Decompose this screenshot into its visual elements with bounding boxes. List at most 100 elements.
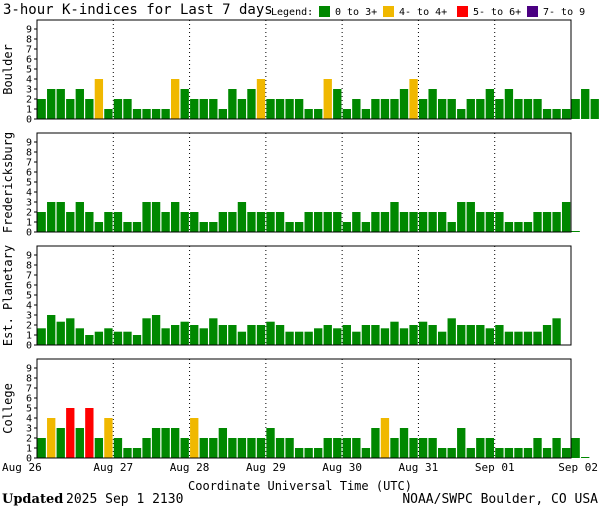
k-index-bar (123, 222, 132, 232)
k-index-bar (132, 222, 142, 232)
k-index-bar (590, 99, 599, 119)
k-index-bar (294, 222, 304, 232)
k-index-bar (542, 109, 552, 119)
k-index-bar (151, 428, 161, 458)
k-index-bar (104, 212, 113, 232)
x-tick-label: Aug 29 (246, 461, 286, 474)
k-index-bar (285, 222, 294, 232)
k-index-bar (361, 109, 371, 119)
k-index-bar (37, 99, 46, 119)
k-index-bar (371, 428, 380, 458)
k-index-bar (56, 89, 65, 119)
k-index-bar (285, 438, 294, 458)
k-index-bar (85, 99, 94, 119)
k-index-bar (438, 331, 447, 345)
k-index-bar (342, 325, 351, 345)
k-index-bar (504, 89, 514, 119)
k-index-bar (237, 99, 247, 119)
x-tick-label: Aug 26 (2, 461, 42, 474)
k-index-bar (256, 438, 266, 458)
k-index-bar (533, 438, 542, 458)
k-index-bar (123, 331, 132, 345)
y-tick-label: 5 (26, 404, 32, 415)
k-index-bar (237, 202, 247, 232)
y-tick-label: 5 (26, 178, 32, 189)
k-index-bar (304, 212, 313, 232)
y-tick-label: 6 (26, 168, 32, 179)
y-tick-label: 2 (26, 95, 32, 106)
k-index-bar (342, 438, 351, 458)
k-index-bar (523, 222, 533, 232)
k-index-bar (228, 212, 237, 232)
k-index-bar (380, 99, 390, 119)
k-index-bar (190, 418, 199, 458)
k-index-bar (104, 109, 113, 119)
k-index-bar (228, 438, 237, 458)
y-tick-label: 6 (26, 281, 32, 292)
k-index-bar (552, 109, 561, 119)
y-tick-label: 1 (26, 331, 32, 342)
k-index-bar (104, 328, 113, 345)
k-index-bar (504, 222, 514, 232)
k-index-bar (561, 202, 571, 232)
k-index-bar (466, 99, 475, 119)
y-tick-label: 9 (26, 138, 32, 149)
k-index-bar (151, 202, 161, 232)
k-index-bar (390, 321, 399, 345)
k-index-bar (132, 109, 142, 119)
k-index-bar (304, 331, 313, 345)
k-index-bar (113, 438, 123, 458)
k-index-bar (361, 325, 371, 345)
k-index-bar (228, 89, 237, 119)
k-index-bar (523, 99, 533, 119)
k-index-bar (514, 448, 523, 458)
footer-updated-label: Updated (2, 492, 63, 507)
k-index-bar (342, 222, 351, 232)
legend-entry: 0 to 3+ (335, 7, 377, 18)
k-index-bar (352, 99, 361, 119)
y-tick-label: 9 (26, 25, 32, 36)
k-index-bar (571, 438, 580, 458)
y-tick-label: 4 (26, 188, 32, 199)
k-index-bar (390, 202, 399, 232)
k-index-bar (228, 325, 237, 345)
k-index-bar (342, 109, 351, 119)
y-tick-label: 0 (26, 454, 32, 465)
k-index-bar (533, 212, 542, 232)
k-index-bar (476, 325, 485, 345)
k-index-bar (123, 99, 132, 119)
panels: 0123456789Boulder0123456789Fredericksbur… (1, 19, 599, 465)
y-tick-label: 0 (26, 115, 32, 126)
y-tick-label: 2 (26, 434, 32, 445)
k-index-bar (571, 99, 580, 119)
k-index-bar (523, 331, 533, 345)
k-index-bar (256, 79, 266, 119)
k-index-bar (314, 212, 323, 232)
k-index-bar (380, 328, 390, 345)
y-tick-label: 7 (26, 271, 32, 282)
k-index-bar (199, 99, 208, 119)
y-tick-label: 3 (26, 311, 32, 322)
k-index-bar (171, 202, 180, 232)
k-index-bar (275, 438, 285, 458)
k-index-bar (171, 79, 180, 119)
panel-label: Boulder (1, 44, 15, 95)
k-index-bar (161, 212, 170, 232)
k-index-bar (266, 428, 275, 458)
y-tick-label: 4 (26, 75, 32, 86)
k-index-bar (399, 328, 409, 345)
k-index-bar (275, 212, 285, 232)
y-tick-label: 9 (26, 251, 32, 262)
k-index-bar (180, 212, 189, 232)
k-index-bar (438, 99, 447, 119)
k-index-bar (514, 331, 523, 345)
legend: Legend: 0 to 3+ 4- to 4+ 5- to 6+ 7- to 9 (271, 6, 585, 18)
k-index-bar (457, 109, 466, 119)
k-index-bar (581, 89, 590, 119)
k-index-bar (190, 99, 199, 119)
k-index-bar (428, 89, 437, 119)
k-index-bar (113, 212, 123, 232)
k-index-bar (485, 438, 495, 458)
x-tick-label: Sep 01 (475, 461, 515, 474)
